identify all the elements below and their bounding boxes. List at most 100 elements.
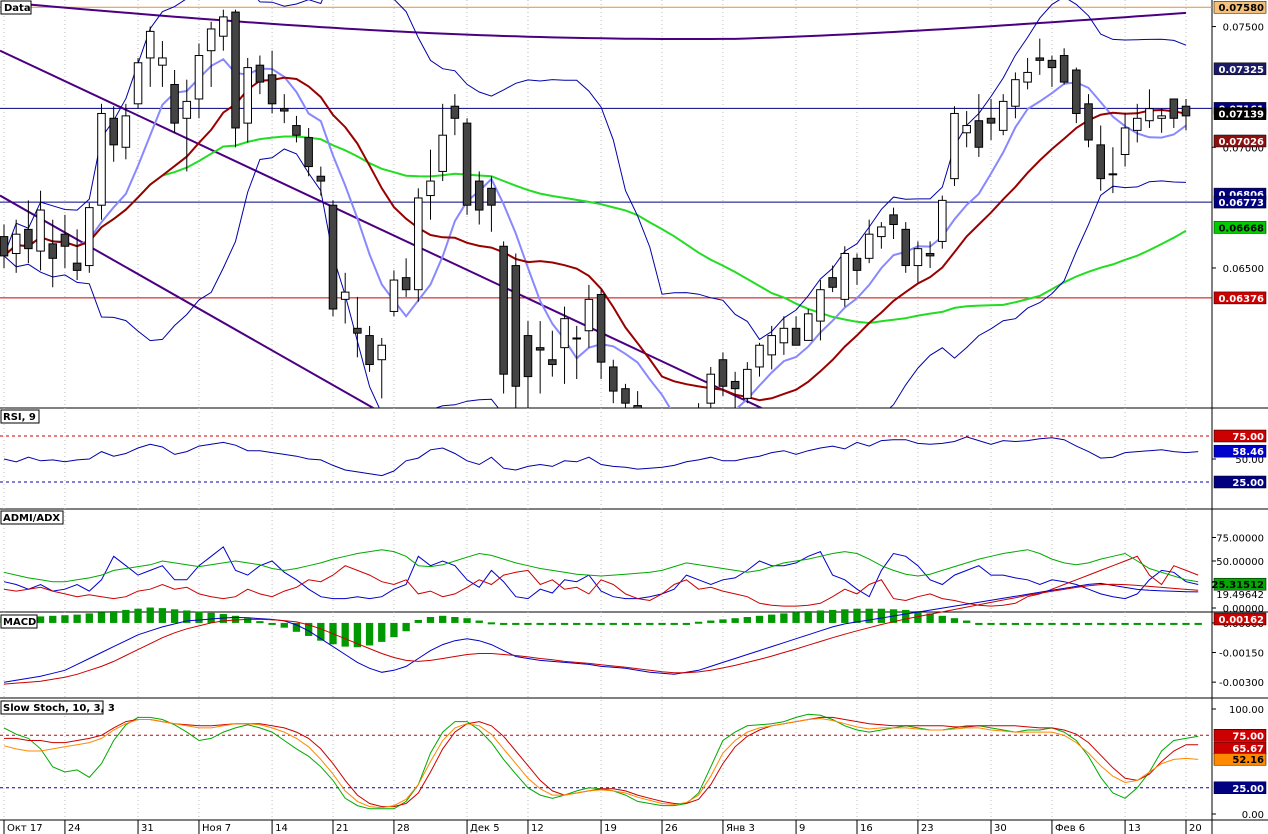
value-badge-bg [1213,752,1267,766]
candle [133,57,143,109]
adx-plus-di-line [3,546,1199,600]
candle-body-down [986,117,996,124]
candle [986,98,996,141]
candle-body-down [718,359,728,387]
candle-body-up [755,344,764,368]
value-badge-bg [1213,221,1267,234]
stoch-panel-label: Slow Stoch, 10, 3, 3 [0,700,115,715]
value-badge-bg [1213,107,1267,120]
macd-histogram-bar [73,614,81,623]
macd-histogram-bar [36,616,45,623]
candle-body-up [219,16,228,37]
macd-histogram-bar [804,611,812,623]
candle [1047,55,1057,87]
macd-histogram-bar [256,621,264,624]
value-badge-bg [1213,781,1267,794]
macd-histogram-bar [768,614,776,623]
macd-histogram-bar [694,621,703,624]
candle-body-up [182,100,192,119]
macd-histogram-bar [670,622,678,625]
price-value-badge: 0.06773 [1213,195,1267,209]
price-axis-tick-label: 0.06500 [1223,264,1264,275]
macd-histogram-bar [1072,622,1080,625]
candle-body-up [1157,115,1166,119]
candle [292,115,301,143]
rsi-axis-tick-label: 50.00 [1235,455,1264,466]
macd-histogram-bar [1182,622,1190,625]
macd-histogram-bar [585,622,593,625]
candle-body-down [535,347,545,351]
candle [1035,38,1045,75]
candle-body-up [1145,108,1154,122]
macd-histogram-bar [512,622,520,625]
macd-histogram-bar [365,622,374,646]
x-axis-label: 31 [141,823,154,834]
candle-body-down [548,359,557,366]
macd-histogram-bar [682,622,691,625]
candle [219,9,228,51]
price-value-badge: 0.07580 [1213,0,1267,14]
macd-axis-tick-label: -0.00150 [1219,649,1264,660]
value-badge-text: 25.00 [1232,478,1264,489]
macd-histogram-bar [877,608,886,623]
candle-body-up [194,55,204,100]
candle-body-down [279,108,289,112]
candle-body-up [1132,117,1142,131]
macd-histogram-bar [49,615,57,623]
candle-body-up [950,112,959,180]
macd-histogram-bar [524,622,532,625]
candle [304,127,313,177]
macd-histogram-bar [1011,622,1020,625]
candle [72,229,82,281]
value-badge-bg [1213,0,1267,14]
candle [974,94,984,157]
x-axis-label: 19 [604,823,617,834]
adx-minus-di-line [3,555,1199,607]
candle-body-down [1096,144,1105,180]
candle-body-up [206,28,216,52]
macd-histogram-bar [987,622,995,625]
candle [1084,94,1093,148]
stoch-value-badge: 75.00 [1213,729,1267,742]
candle-body-down [852,257,862,271]
value-badge-text: 0.07325 [1218,65,1264,76]
candle [121,103,131,160]
value-badge-bg [1213,429,1267,443]
value-badge-bg [1213,612,1267,626]
value-badge-text: 75.00 [1232,432,1264,443]
candle-body-down [1169,98,1179,119]
candle [109,106,118,162]
macd-histogram-bar [414,619,422,623]
candle [48,219,58,288]
candle [328,200,338,317]
stoch-axis-tick-label: 100.00 [1229,705,1264,716]
macd-histogram-bar [499,622,508,625]
value-badge-text: 0.06376 [1218,294,1264,305]
candle [535,321,545,394]
candle [1157,108,1166,133]
candle-body-down [170,83,179,124]
price-value-badge: 0.07026 [1213,134,1267,148]
candle-body-down [925,252,935,257]
candle [462,118,472,215]
candle [194,43,204,119]
macd-histogram-bar [865,608,873,623]
candle-body-up [938,199,947,242]
candle [85,202,94,273]
candle [24,200,33,264]
macd-axis-tick-label: -0.00300 [1219,678,1264,689]
macd-histogram-bar [780,613,788,623]
x-axis-label: Ноя 7 [202,823,231,834]
candle [913,241,923,283]
macd-histogram-bar [110,611,118,623]
candle-body-down [72,262,82,271]
candle [572,325,581,380]
value-badge-bg [1213,291,1267,305]
stoch-panel-title: Slow Stoch, 10, 3, 3 [3,703,115,714]
stoch-d-line [4,716,1199,808]
candle [803,309,813,341]
candle [499,241,508,394]
candle-body-up [572,337,581,340]
